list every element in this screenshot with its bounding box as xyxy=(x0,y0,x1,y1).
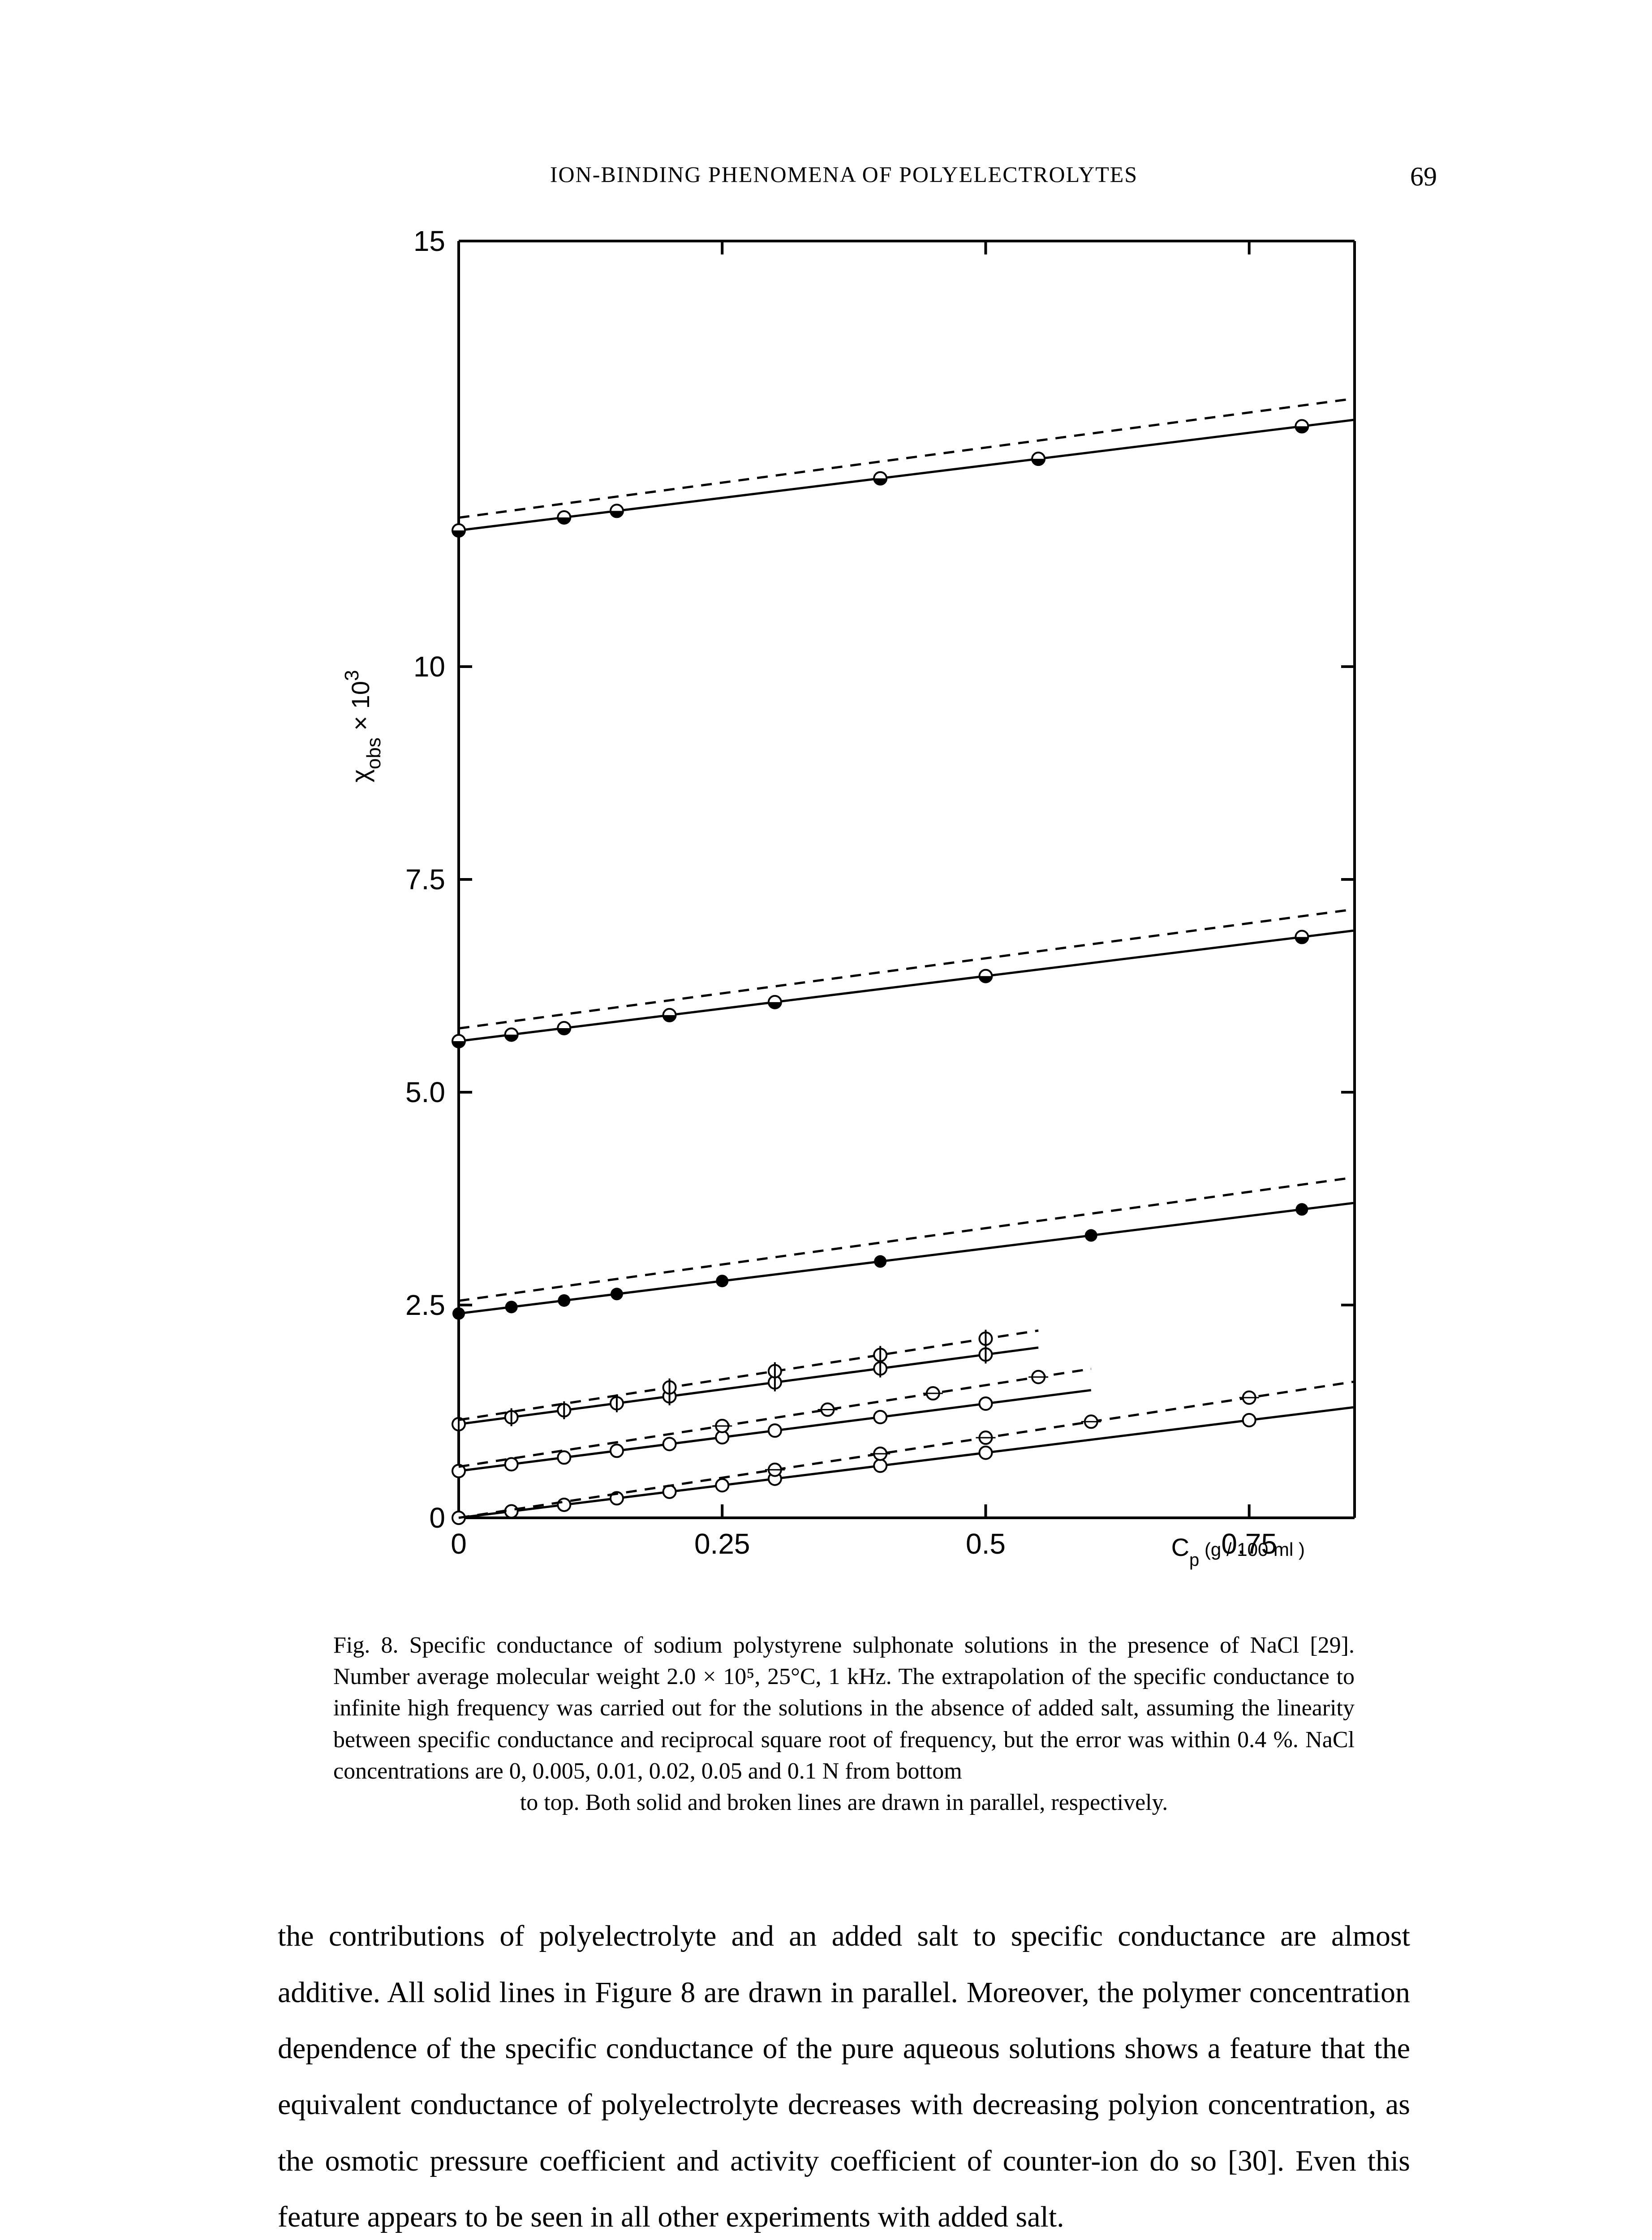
svg-text:Cp (g / 100 ml ): Cp (g / 100 ml ) xyxy=(1171,1533,1305,1570)
svg-text:10: 10 xyxy=(413,650,445,683)
svg-text:χobs × 103: χobs × 103 xyxy=(341,670,385,783)
body-paragraph: the contributions of polyelectrolyte and… xyxy=(278,1908,1410,2240)
page-number: 69 xyxy=(1410,161,1437,192)
svg-text:7.5: 7.5 xyxy=(405,863,445,896)
svg-text:5.0: 5.0 xyxy=(405,1076,445,1108)
running-title: ION-BINDING PHENOMENA OF POLYELECTROLYTE… xyxy=(251,161,1437,187)
figure-8: 00.250.50.7502.55.07.51015χobs × 103Cp (… xyxy=(306,223,1381,1818)
svg-text:0: 0 xyxy=(451,1528,467,1560)
caption-text-last: to top. Both solid and broken lines are … xyxy=(333,1787,1355,1818)
svg-text:2.5: 2.5 xyxy=(405,1289,445,1321)
svg-text:0.25: 0.25 xyxy=(694,1528,750,1560)
svg-text:0: 0 xyxy=(429,1502,445,1534)
svg-text:15: 15 xyxy=(413,225,445,257)
page: ION-BINDING PHENOMENA OF POLYELECTROLYTE… xyxy=(0,0,1652,2240)
svg-text:0.5: 0.5 xyxy=(966,1528,1006,1560)
figure-caption: Fig. 8. Specific conductance of sodium p… xyxy=(333,1630,1355,1818)
caption-text-main: Fig. 8. Specific conductance of sodium p… xyxy=(333,1633,1355,1784)
conductance-chart: 00.250.50.7502.55.07.51015χobs × 103Cp (… xyxy=(306,223,1381,1612)
